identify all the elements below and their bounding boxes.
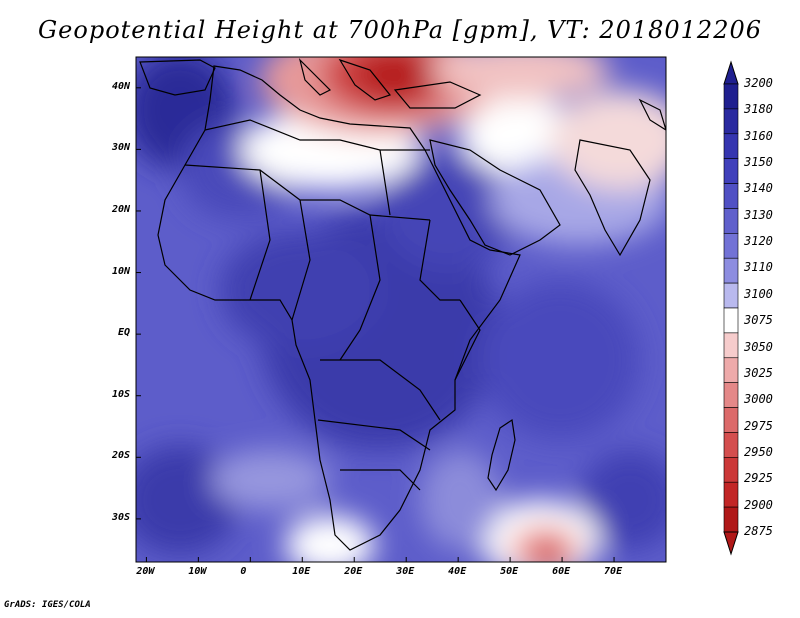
colorbar-swatch xyxy=(723,432,739,458)
y-tick-label: 20S xyxy=(111,450,130,462)
colorbar-swatch xyxy=(723,83,739,110)
chart-title: Geopotential Height at 700hPa [gpm], VT:… xyxy=(38,16,762,44)
y-tick-label: 30S xyxy=(111,511,130,523)
colorbar-swatch xyxy=(723,506,739,533)
colorbar-swatch xyxy=(723,257,739,284)
x-tick-label: 50E xyxy=(500,566,519,577)
x-tick-label: 0 xyxy=(240,566,247,577)
colorbar-level-label: 3130 xyxy=(744,207,773,222)
colorbar-swatch xyxy=(723,282,739,309)
colorbar-swatch xyxy=(723,208,739,234)
coastlines xyxy=(139,58,666,551)
x-tick-label: 10W xyxy=(188,566,207,577)
colorbar xyxy=(723,60,739,556)
colorbar-level-label: 2975 xyxy=(744,418,773,433)
x-tick-label: 20W xyxy=(136,566,155,577)
colorbar-swatch xyxy=(723,183,739,209)
colorbar-level-label: 3120 xyxy=(744,234,773,249)
colorbar-swatch xyxy=(723,457,739,483)
colorbar-swatch xyxy=(723,481,739,508)
colorbar-swatch xyxy=(723,133,739,159)
colorbar-level-label: 3100 xyxy=(744,286,773,301)
y-tick-label: 20N xyxy=(111,203,130,215)
colorbar-level-label: 2875 xyxy=(744,524,773,538)
y-tick-label: 10N xyxy=(111,265,130,277)
colorbar-swatch xyxy=(723,332,739,359)
colorbar-level-label: 3150 xyxy=(744,155,773,170)
footer-credit: GrADS: IGES/COLA xyxy=(4,600,91,610)
colorbar-swatch xyxy=(723,407,739,433)
colorbar-swatch xyxy=(723,307,739,334)
colorbar-swatch xyxy=(723,108,739,135)
x-tick-label: 30E xyxy=(396,566,415,577)
colorbar-level-label: 3075 xyxy=(744,313,773,328)
x-tick-label: 70E xyxy=(604,566,623,577)
x-tick-label: 20E xyxy=(344,566,363,577)
colorbar-level-label: 3140 xyxy=(744,181,773,196)
axis-ticks xyxy=(136,87,615,562)
colorbar-level-label: 2950 xyxy=(744,444,773,459)
colorbar-level-label: 3200 xyxy=(744,76,773,90)
colorbar-level-label: 2925 xyxy=(744,471,773,486)
height-field xyxy=(136,57,666,562)
colorbar-level-label: 3000 xyxy=(744,392,773,407)
colorbar-swatch xyxy=(723,158,739,184)
y-tick-label: 40N xyxy=(111,80,130,92)
x-tick-label: 60E xyxy=(552,566,571,577)
plot-frame xyxy=(135,56,667,563)
colorbar-level-label: 3025 xyxy=(744,365,773,380)
colorbar-level-label: 2900 xyxy=(744,497,773,512)
colorbar-level-label: 3110 xyxy=(744,260,773,275)
colorbar-swatch xyxy=(723,357,739,383)
x-tick-label: 40E xyxy=(448,566,467,577)
colorbar-level-label: 3180 xyxy=(744,102,773,117)
colorbar-swatch xyxy=(723,233,739,259)
colorbar-top-arrow xyxy=(723,60,739,85)
y-tick-label: 10S xyxy=(111,388,130,400)
colorbar-level-label: 3050 xyxy=(744,339,773,354)
y-tick-label: EQ xyxy=(117,327,130,339)
colorbar-bottom-arrow xyxy=(723,531,739,556)
colorbar-level-label: 3160 xyxy=(744,128,773,143)
y-tick-label: 30N xyxy=(111,142,130,154)
x-tick-label: 10E xyxy=(292,566,311,577)
colorbar-swatch xyxy=(723,382,739,408)
